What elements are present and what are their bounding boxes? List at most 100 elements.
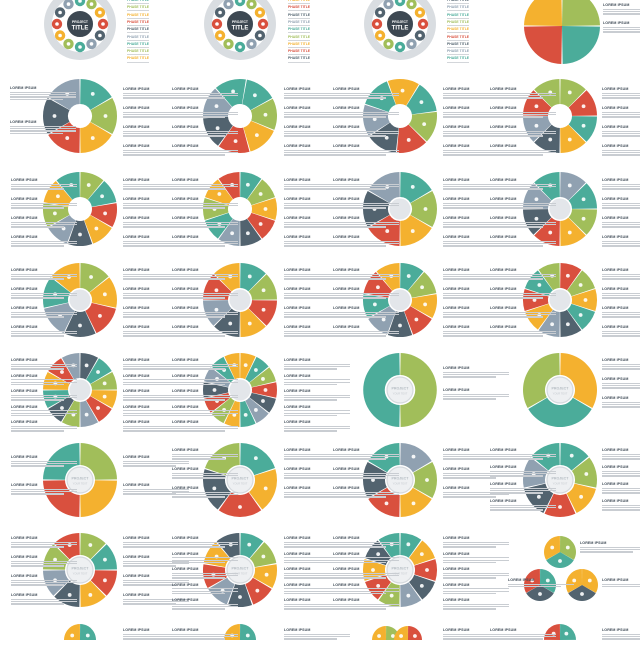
label-title: LOREM IPSUM [443, 448, 470, 452]
label-text-line [602, 387, 640, 389]
cycle-segment [571, 457, 597, 488]
cycle-segment [87, 180, 117, 207]
text-block-r4c4r-0: LOREM IPSUM [602, 268, 640, 280]
label-text-line [490, 273, 556, 275]
label-text-line [11, 186, 77, 188]
label-title: LOREM IPSUM [443, 306, 470, 310]
phase-label: PHASE TITLE [288, 35, 310, 41]
cycle-segment [410, 294, 437, 319]
label-text-line [172, 92, 238, 94]
label-title: LOREM IPSUM [443, 325, 470, 329]
petal-icon [55, 22, 59, 26]
label-text-line [333, 188, 386, 190]
text-block-r3c4r-0: LOREM IPSUM [602, 178, 640, 190]
text-block-r7c2l-1: LOREM IPSUM [172, 552, 238, 564]
center-project-label: PROJECT [232, 20, 249, 24]
label-text-line [602, 183, 640, 185]
phase-title: PHASE TITLE [288, 12, 311, 17]
segment-icon [247, 321, 252, 326]
label-title: LOREM IPSUM [443, 125, 470, 129]
segment-icon [254, 408, 258, 412]
petal-icon [409, 42, 414, 46]
text-block-r2c4r-0: LOREM IPSUM [602, 87, 640, 99]
phase-text-line [127, 54, 149, 56]
text-block-r2c1r-0: LOREM IPSUM [123, 87, 189, 99]
label-text-line [284, 428, 350, 430]
label-text-line [123, 414, 176, 417]
segment-icon [534, 197, 539, 202]
cycle-segment [408, 626, 422, 645]
cycle-diagram-r3c3 [362, 172, 438, 246]
segment-icon [254, 368, 258, 372]
label-text-line [443, 226, 496, 228]
label-text-line [284, 311, 350, 313]
label-text-line [490, 205, 556, 207]
label-text-line [172, 205, 238, 207]
label-text-line [490, 330, 556, 332]
label-text-line [11, 544, 77, 546]
label-text-line [443, 393, 509, 395]
label-text-line [333, 133, 399, 135]
label-text-line [123, 188, 176, 190]
label-title: LOREM IPSUM [333, 268, 360, 272]
cycle-segment [80, 533, 106, 560]
label-text-line [123, 368, 176, 370]
label-text-line [602, 292, 640, 294]
petal-icon [226, 2, 231, 6]
label-text-line [602, 135, 640, 137]
text-block-r4c1r-3: LOREM IPSUM [123, 325, 189, 337]
label-text-line [11, 565, 64, 567]
label-title: LOREM IPSUM [443, 388, 470, 392]
label-title: LOREM IPSUM [333, 287, 360, 291]
segment-icon [587, 578, 592, 583]
label-title: LOREM IPSUM [172, 358, 199, 362]
text-block-r3c1l-3: LOREM IPSUM [11, 235, 77, 247]
label-text-line [172, 544, 238, 546]
text-block-r3c4r-3: LOREM IPSUM [602, 235, 640, 247]
label-text-line [172, 638, 225, 640]
label-text-line [490, 152, 556, 154]
label-text-line [284, 477, 337, 479]
cycle-segment [80, 400, 99, 427]
label-text-line [284, 97, 337, 99]
text-block-r5c1l-1: LOREM IPSUM [11, 374, 77, 386]
label-text-line [490, 226, 543, 228]
cycle-segment [408, 111, 437, 142]
label-text-line [602, 149, 640, 151]
label-text-line [490, 487, 556, 489]
label-text-line [333, 491, 399, 493]
label-text-line [172, 97, 225, 99]
cycle-segment [203, 542, 231, 568]
cycle-segment [80, 624, 96, 645]
label-title: LOREM IPSUM [11, 574, 38, 578]
label-title: LOREM IPSUM [602, 465, 629, 469]
segment-icon [233, 139, 238, 144]
segment-icon [376, 285, 380, 290]
cycle-segment [240, 443, 275, 476]
center-project-label: PROJECT [232, 477, 250, 481]
text-block-r3c3r-2: LOREM IPSUM [443, 216, 509, 228]
phase-label: PHASE TITLE [288, 12, 311, 19]
label-text-line [333, 603, 399, 605]
cycle-segment [64, 624, 80, 645]
label-text-line [172, 226, 225, 228]
phase-text-line [447, 39, 469, 41]
segment-icon [84, 363, 89, 368]
label-text-line [11, 491, 77, 493]
phase-label: PHASE TITLE [288, 42, 310, 48]
label-text-line [123, 295, 189, 297]
cycle-segment [568, 183, 597, 209]
label-text-line [123, 636, 189, 638]
segment-icon [567, 183, 572, 188]
segment-icon [581, 123, 586, 128]
segment-icon [581, 216, 586, 221]
text-block-r5c2l-2: LOREM IPSUM [172, 389, 238, 401]
label-text-line [443, 149, 509, 151]
label-text-line [284, 333, 350, 335]
label-text-line [333, 92, 399, 94]
segment-icon [406, 593, 411, 598]
label-text-line [284, 496, 337, 498]
label-title: LOREM IPSUM [333, 178, 360, 182]
label-title: LOREM IPSUM [602, 268, 629, 272]
phase-label: PHASE TITLE [288, 20, 310, 26]
